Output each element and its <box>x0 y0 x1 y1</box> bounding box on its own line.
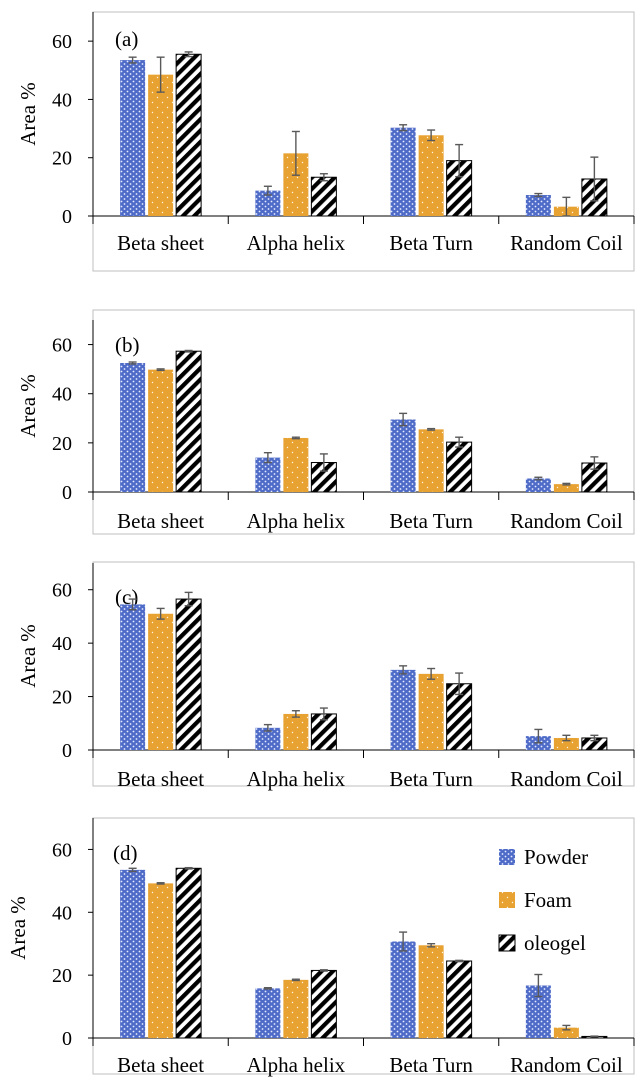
bar-powder-beta-turn <box>390 419 416 492</box>
y-axis-title: Area % <box>16 374 40 438</box>
y-axis-title: Area % <box>6 896 30 960</box>
bar-oleogel-alpha-helix <box>310 176 337 217</box>
x-tick-label: Beta sheet <box>117 1053 204 1077</box>
y-tick-label: 20 <box>52 965 72 987</box>
bar-foam-beta-turn <box>418 429 444 492</box>
bar-oleogel-beta-turn <box>446 441 473 493</box>
bar-powder-beta-turn <box>390 941 416 1038</box>
bar-oleogel-beta-sheet <box>175 598 202 751</box>
bar-foam-beta-sheet <box>148 613 174 750</box>
panel-label: (a) <box>115 27 138 51</box>
bar-foam-alpha-helix <box>283 437 309 492</box>
bar-foam-beta-sheet <box>148 369 174 492</box>
bar-foam-beta-turn <box>418 945 444 1038</box>
bar-powder-beta-turn <box>390 669 416 750</box>
bar-powder-alpha-helix <box>255 457 281 492</box>
x-tick-label: Beta Turn <box>389 1053 473 1077</box>
panel-label: (b) <box>115 333 140 357</box>
chart-frame <box>92 309 635 535</box>
legend-swatch-oleogel <box>498 934 516 952</box>
x-tick-label: Random Coil <box>510 231 623 255</box>
bar-oleogel-beta-turn <box>446 960 473 1039</box>
x-tick-label: Beta sheet <box>117 767 204 791</box>
bar-powder-beta-turn <box>390 127 416 216</box>
y-tick-label: 0 <box>62 740 72 762</box>
y-tick-label: 0 <box>62 482 72 504</box>
bar-foam-beta-sheet <box>148 74 174 217</box>
x-tick-label: Beta Turn <box>389 509 473 533</box>
bar-foam-beta-turn <box>418 135 444 216</box>
y-tick-label: 40 <box>52 384 72 406</box>
panel-label: (d) <box>113 841 138 865</box>
legend-swatch-powder <box>499 849 515 865</box>
y-tick-label: 40 <box>52 902 72 924</box>
bar-powder-beta-sheet <box>120 604 146 750</box>
legend-label-oleogel: oleogel <box>524 931 586 955</box>
y-axis-title: Area % <box>16 624 40 688</box>
bar-foam-beta-sheet <box>148 883 174 1038</box>
x-tick-label: Alpha helix <box>247 231 346 255</box>
chart-panel-a: 0 20 40 60 Area % (a) Beta sheet Alpha helix Bet… <box>16 11 635 272</box>
legend-label-powder: Powder <box>524 845 588 869</box>
y-tick-label: 40 <box>52 89 72 111</box>
x-tick-label: Random Coil <box>510 1053 623 1077</box>
chart-panel-d: 0 20 40 60 Area % (d) Beta sheet Alpha helix Bet… <box>6 817 635 1077</box>
y-tick-label: 60 <box>52 335 72 357</box>
bar-oleogel-alpha-helix <box>310 969 337 1039</box>
x-tick-label: Random Coil <box>510 767 623 791</box>
bar-foam-random-coil <box>553 484 579 492</box>
bar-oleogel-beta-sheet <box>175 350 202 493</box>
x-tick-label: Beta Turn <box>389 767 473 791</box>
x-tick-label: Alpha helix <box>247 1053 346 1077</box>
legend: Powder Foam oleogel <box>498 845 588 955</box>
x-tick-label: Beta sheet <box>117 509 204 533</box>
bar-foam-alpha-helix <box>283 979 309 1038</box>
y-tick-label: 0 <box>62 1028 72 1050</box>
x-tick-label: Beta Turn <box>389 231 473 255</box>
bar-powder-random-coil <box>525 478 551 492</box>
bar-foam-beta-turn <box>418 673 444 750</box>
y-tick-label: 60 <box>52 839 72 861</box>
y-axis-title: Area % <box>16 82 40 146</box>
y-tick-label: 40 <box>52 633 72 655</box>
bar-powder-beta-sheet <box>120 60 146 217</box>
y-tick-label: 60 <box>52 580 72 602</box>
bar-oleogel-beta-sheet <box>175 867 202 1039</box>
y-tick-label: 0 <box>62 206 72 228</box>
bar-foam-random-coil <box>553 1027 579 1038</box>
y-tick-label: 60 <box>52 31 72 53</box>
x-tick-label: Alpha helix <box>247 767 346 791</box>
legend-swatch-foam <box>499 892 515 908</box>
y-tick-label: 20 <box>52 148 72 170</box>
y-tick-label: 20 <box>52 433 72 455</box>
legend-label-foam: Foam <box>524 888 572 912</box>
bar-oleogel-beta-sheet <box>175 53 202 217</box>
x-tick-label: Alpha helix <box>247 509 346 533</box>
bar-powder-beta-sheet <box>120 869 146 1038</box>
bar-powder-alpha-helix <box>255 988 281 1038</box>
x-tick-label: Beta sheet <box>117 231 204 255</box>
bar-powder-random-coil <box>525 195 551 216</box>
bar-foam-alpha-helix <box>283 713 309 750</box>
x-tick-label: Random Coil <box>510 509 623 533</box>
bar-powder-alpha-helix <box>255 727 281 750</box>
bar-foam-random-coil <box>553 737 579 750</box>
y-tick-label: 20 <box>52 687 72 709</box>
bar-powder-beta-sheet <box>120 363 146 492</box>
chart-panel-b: 0 20 40 60 Area % (b) Beta sheet Alpha helix Bet… <box>16 309 635 535</box>
